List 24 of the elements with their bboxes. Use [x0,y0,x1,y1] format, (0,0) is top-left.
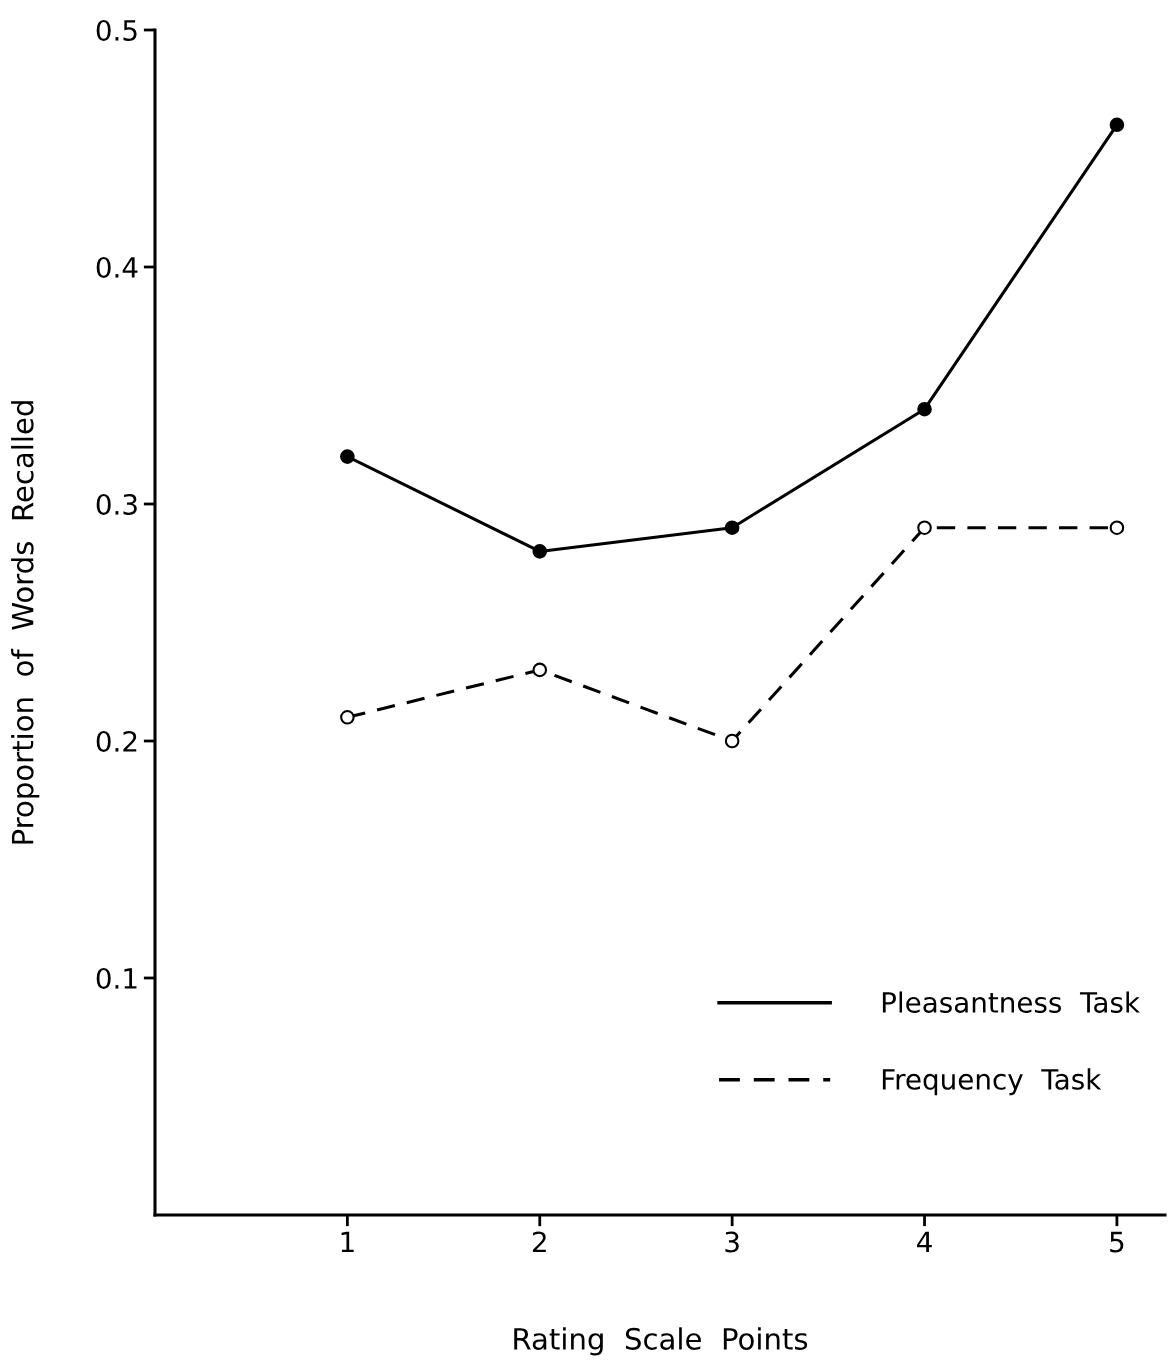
point [724,520,740,535]
x-tick-label: 5 [1110,1231,1124,1253]
legend-label: Pleasantness Task [882,991,1140,1013]
point [917,520,932,535]
x-tick-label: 2 [532,1231,546,1253]
point [724,733,740,749]
point [1109,520,1125,535]
point [340,710,355,725]
x-tick-label: 1 [341,1231,354,1253]
point [340,449,355,464]
point [532,544,548,559]
x-tick-label: 4 [917,1231,932,1253]
y-tick-label: 0.5 [96,19,137,41]
y-tick-label: 0.2 [96,730,137,752]
point [532,662,548,678]
y-tick-label: 0.4 [96,256,138,278]
x-tick-label: 3 [725,1231,739,1253]
y-tick-label: 0.1 [96,967,137,989]
point [1109,117,1125,133]
legend-label: Frequency Task [882,1068,1102,1096]
y-axis-title: Proportion of Words Recalled [11,401,40,844]
x-axis-title: Rating Scale Points [514,1327,808,1356]
point [917,401,932,417]
y-tick-label: 0.3 [96,493,137,515]
